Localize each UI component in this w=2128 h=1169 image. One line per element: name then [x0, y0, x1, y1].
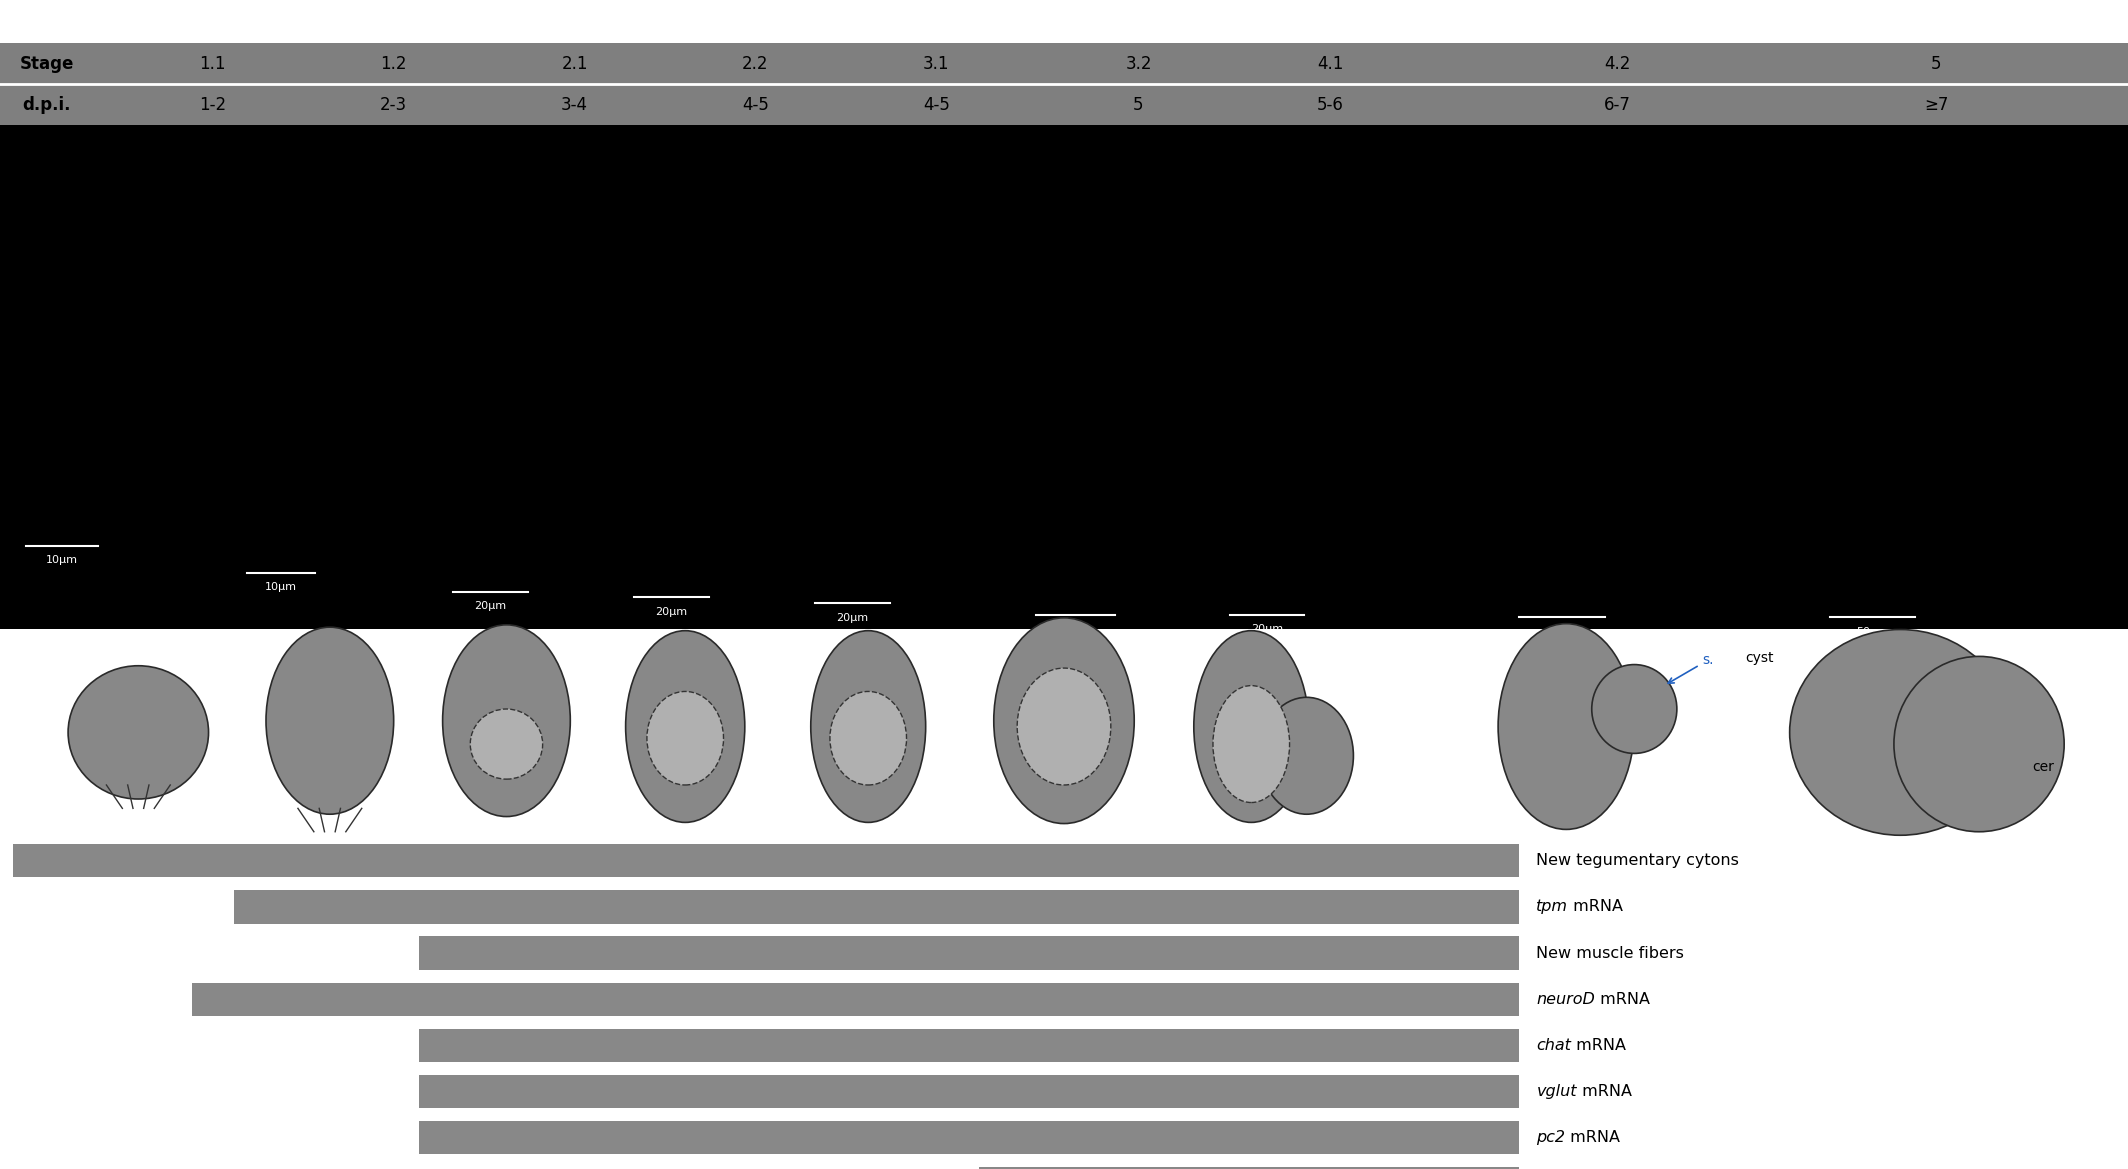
Text: Stage: Stage: [19, 55, 74, 72]
Text: 5: 5: [1932, 55, 1941, 72]
Ellipse shape: [647, 692, 724, 786]
Text: mRNA: mRNA: [1568, 899, 1624, 914]
Text: 20μm: 20μm: [836, 613, 868, 623]
Text: vglut: vglut: [1536, 1084, 1577, 1099]
Ellipse shape: [1790, 629, 2011, 835]
Text: cer: cer: [2032, 761, 2054, 774]
Text: 2.2: 2.2: [743, 55, 768, 72]
Ellipse shape: [1260, 697, 1353, 814]
Text: s.: s.: [1668, 653, 1713, 684]
Text: neuroD: neuroD: [1536, 991, 1596, 1007]
Ellipse shape: [470, 708, 543, 780]
Ellipse shape: [811, 631, 926, 823]
Text: 10μm: 10μm: [264, 582, 298, 593]
Text: 50μm: 50μm: [1545, 627, 1579, 637]
Text: 4.1: 4.1: [1317, 55, 1343, 72]
Text: 50μm: 50μm: [1856, 627, 1890, 637]
Bar: [192, 982, 1519, 1016]
Text: New muscle fibers: New muscle fibers: [1536, 946, 1683, 961]
Text: 1-2: 1-2: [200, 96, 226, 113]
Bar: [419, 936, 1519, 970]
Text: mRNA: mRNA: [1566, 1130, 1619, 1146]
Ellipse shape: [443, 624, 570, 816]
Text: 4-5: 4-5: [743, 96, 768, 113]
Bar: [0, 43, 2128, 84]
Ellipse shape: [1498, 624, 1634, 830]
Ellipse shape: [266, 627, 394, 814]
Ellipse shape: [1017, 669, 1111, 786]
Ellipse shape: [994, 617, 1134, 823]
Text: 4-5: 4-5: [924, 96, 949, 113]
Text: 20μm: 20μm: [655, 607, 687, 617]
Text: 6-7: 6-7: [1605, 96, 1630, 113]
Ellipse shape: [1592, 664, 1677, 753]
Text: 1.1: 1.1: [200, 55, 226, 72]
Ellipse shape: [1194, 631, 1309, 823]
Text: pc2: pc2: [1536, 1130, 1566, 1146]
Text: cyst: cyst: [1745, 651, 1773, 665]
Text: 5-6: 5-6: [1317, 96, 1343, 113]
Text: 4.2: 4.2: [1605, 55, 1630, 72]
Text: 1.2: 1.2: [381, 55, 406, 72]
Text: 20μm: 20μm: [475, 601, 506, 611]
Text: mRNA: mRNA: [1596, 991, 1651, 1007]
Bar: [13, 844, 1519, 877]
Text: d.p.i.: d.p.i.: [23, 96, 70, 113]
Text: 10μm: 10μm: [45, 555, 79, 566]
Bar: [419, 1029, 1519, 1061]
Ellipse shape: [68, 666, 209, 800]
Text: 2.1: 2.1: [562, 55, 587, 72]
Text: 3.2: 3.2: [1126, 55, 1151, 72]
Bar: [419, 1075, 1519, 1108]
Text: chat: chat: [1536, 1038, 1570, 1053]
Bar: [234, 891, 1519, 924]
Ellipse shape: [1894, 657, 2064, 832]
Text: 3-4: 3-4: [562, 96, 587, 113]
Text: 20μm: 20μm: [1251, 624, 1283, 635]
Text: mRNA: mRNA: [1577, 1084, 1632, 1099]
Text: 2-3: 2-3: [381, 96, 406, 113]
Text: tpm: tpm: [1536, 899, 1568, 914]
Text: mRNA: mRNA: [1570, 1038, 1626, 1053]
Bar: [419, 1121, 1519, 1154]
Bar: [0, 84, 2128, 125]
Text: New tegumentary cytons: New tegumentary cytons: [1536, 853, 1739, 869]
Bar: [0, 125, 2128, 629]
Text: 5: 5: [1134, 96, 1143, 113]
Bar: [979, 1167, 1519, 1169]
Ellipse shape: [626, 631, 745, 823]
Text: 3.1: 3.1: [924, 55, 949, 72]
Ellipse shape: [830, 692, 907, 786]
Ellipse shape: [1213, 685, 1290, 803]
Text: 20μm: 20μm: [1060, 624, 1092, 635]
Text: ≥7: ≥7: [1924, 96, 1949, 113]
